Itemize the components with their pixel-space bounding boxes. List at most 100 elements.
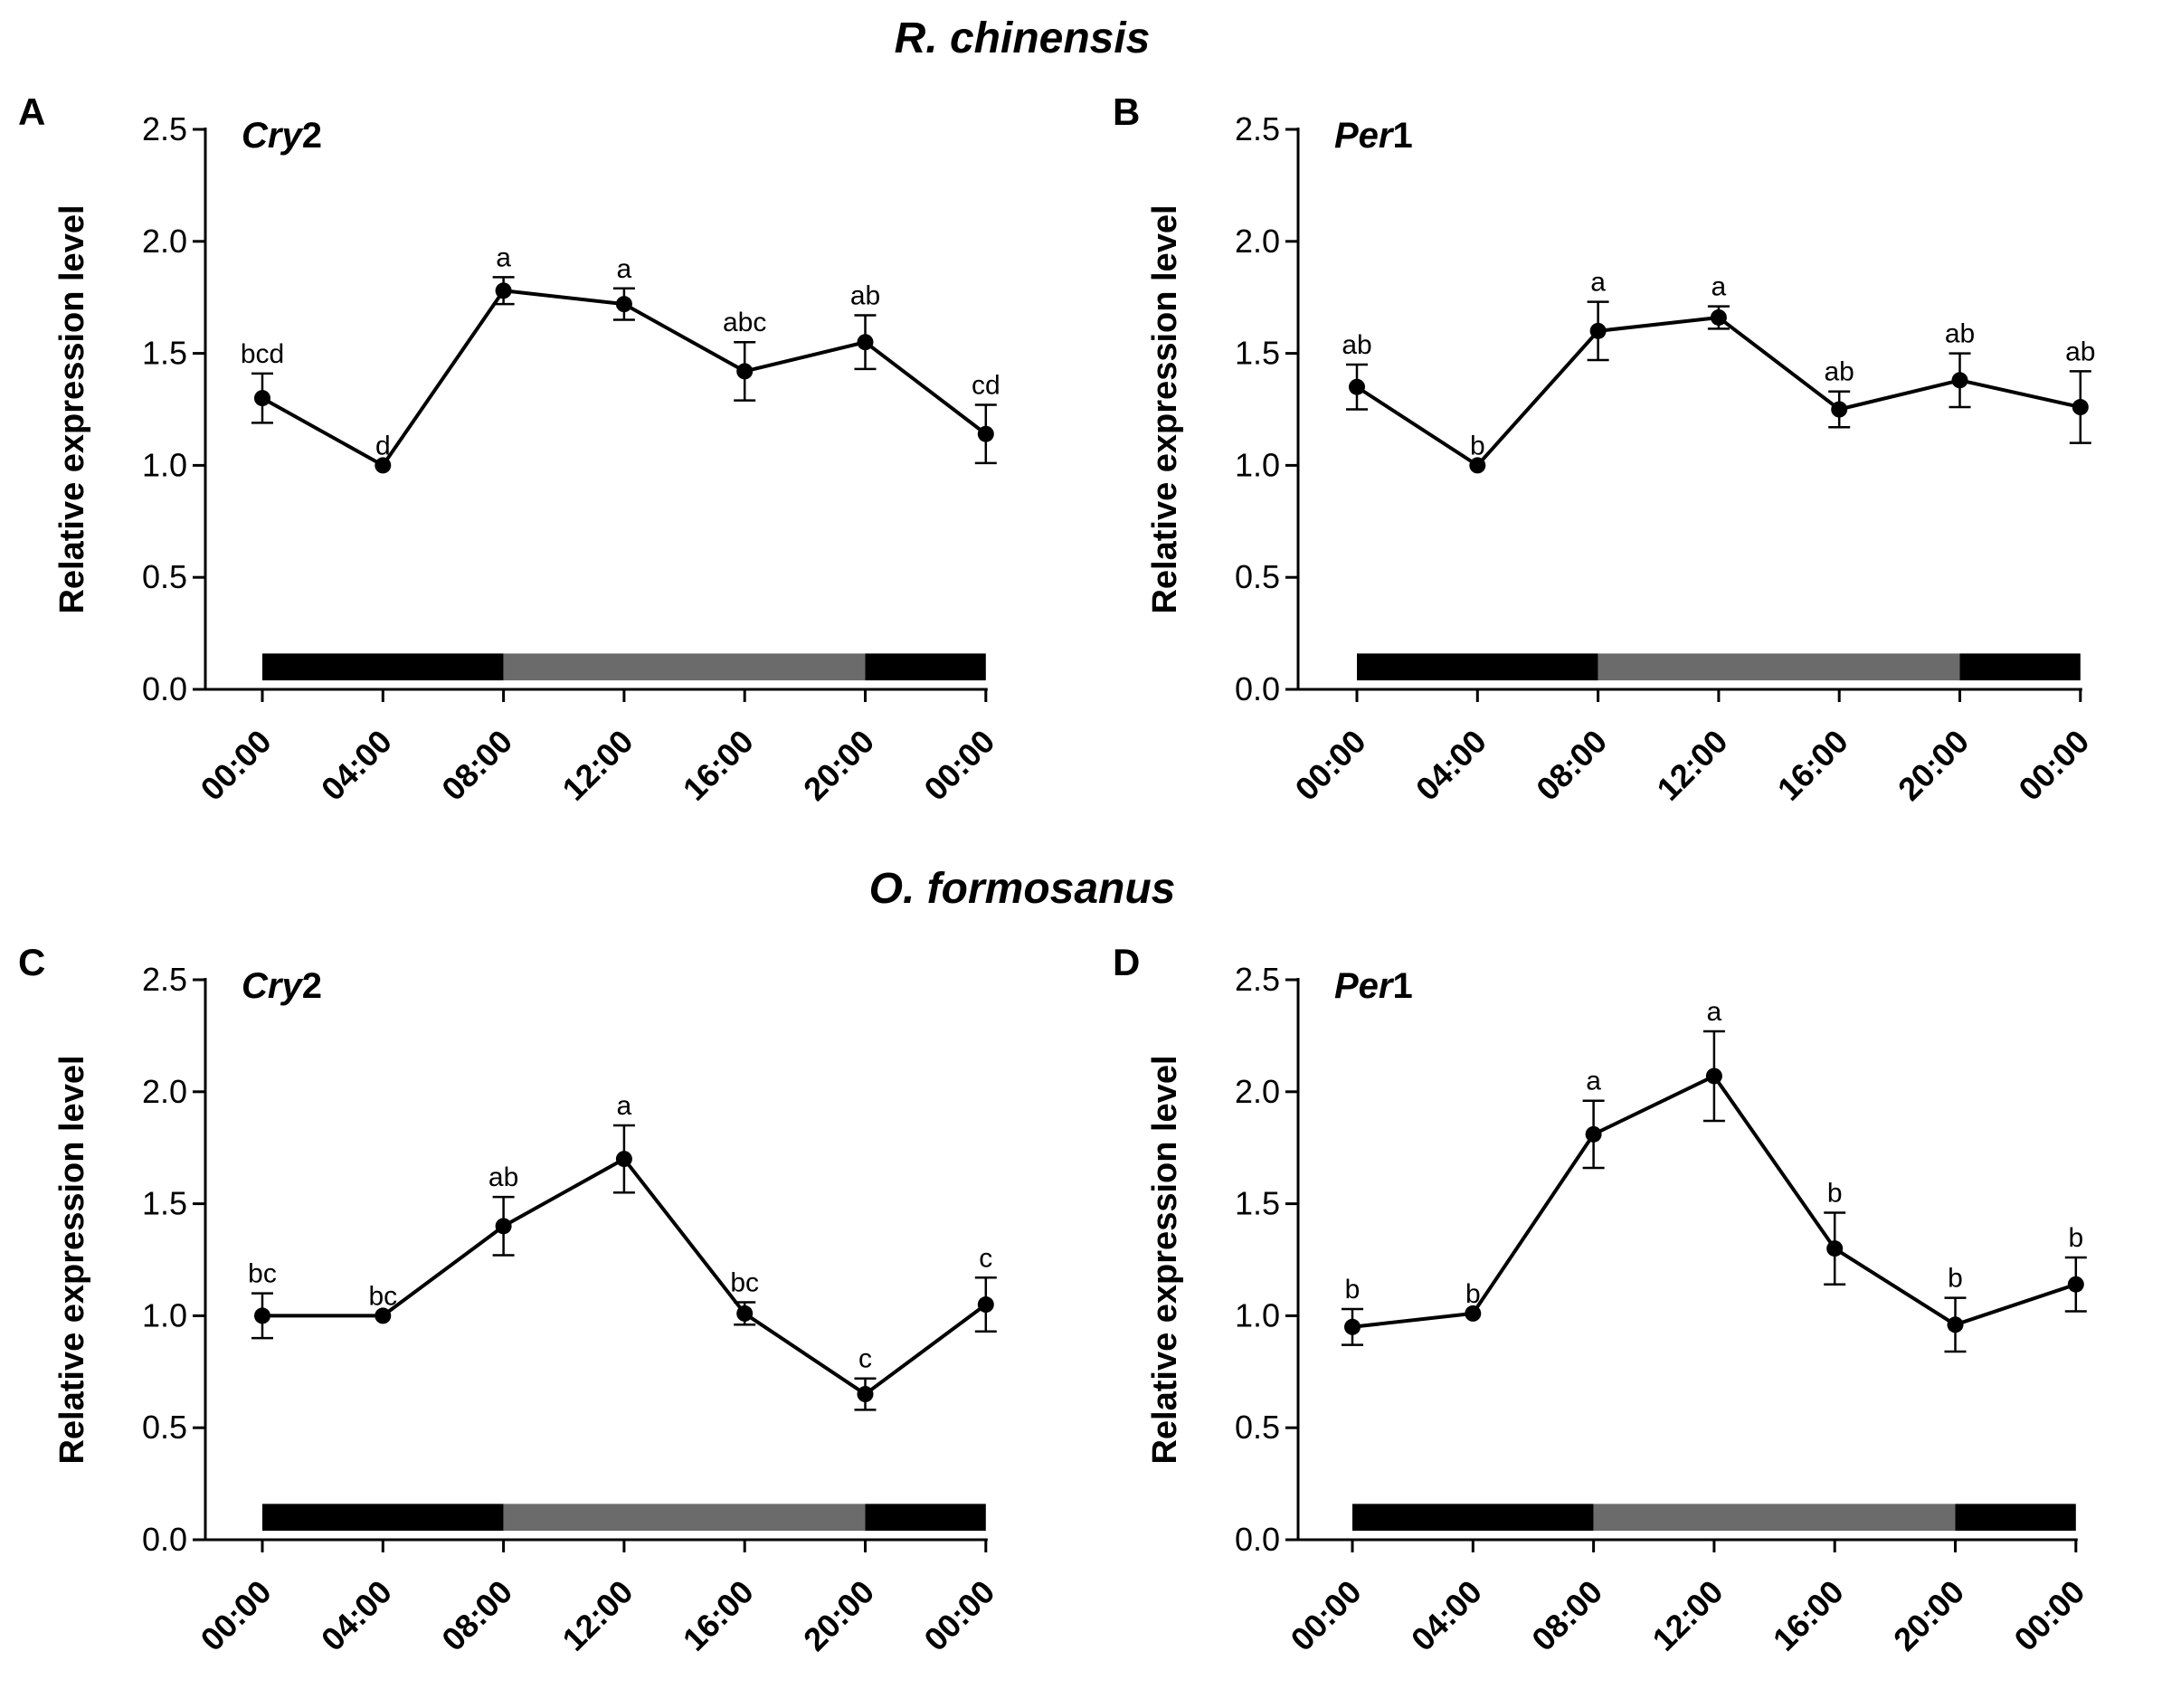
significance-label: ab — [850, 281, 880, 311]
data-point — [495, 282, 512, 299]
significance-label: ab — [1342, 330, 1371, 360]
panel-letter: D — [1113, 941, 1140, 983]
data-point — [1831, 401, 1848, 418]
gene-number: 2 — [302, 966, 322, 1006]
gene-number: 2 — [302, 116, 322, 156]
significance-label: ab — [1825, 357, 1854, 387]
series-line — [262, 1157, 987, 1397]
x-tick-label: 04:00 — [314, 1573, 399, 1658]
x-tick-label: 16:00 — [676, 1573, 761, 1658]
photoperiod-bar-dark — [1959, 653, 2081, 681]
chart-panel-a: A Cry2 Relative expression level 0.0 0.5 1.0 1… — [18, 90, 1001, 808]
x-tick-label: 08:00 — [1524, 1573, 1609, 1658]
y-tick-label: 1.0 — [1235, 446, 1280, 483]
significance-label: b — [2068, 1223, 2083, 1253]
chart-panel-b: B Per1 Relative expression level 0.0 0.5 1.0 1… — [1113, 90, 2096, 808]
x-tick-label: 00:00 — [916, 723, 1001, 808]
significance-label: ab — [2065, 337, 2095, 366]
gene-label: Per1 — [1334, 966, 1413, 1006]
y-axis-label: Relative expression level — [1146, 1055, 1184, 1464]
photoperiod-bar-light — [1598, 653, 1960, 681]
photoperiod-bar-dark — [262, 1504, 504, 1532]
y-tick-label: 1.5 — [142, 1185, 187, 1222]
significance-label: c — [979, 1243, 992, 1273]
gene-number: 1 — [1393, 116, 1413, 156]
x-tick-label: 16:00 — [676, 723, 761, 808]
significance-label: bcd — [241, 339, 284, 369]
x-tick-label: 04:00 — [1404, 1573, 1489, 1658]
data-point — [615, 296, 632, 313]
y-tick-label: 2.0 — [1235, 223, 1280, 260]
y-tick-label: 1.5 — [1235, 335, 1280, 372]
x-tick-label: 04:00 — [314, 723, 399, 808]
data-point — [977, 425, 994, 442]
significance-label: b — [1827, 1179, 1843, 1209]
x-tick-label: 00:00 — [194, 1573, 279, 1658]
y-tick-label: 0.5 — [142, 1409, 187, 1446]
gene-label: Cry2 — [242, 116, 322, 156]
panel-letter: B — [1113, 90, 1140, 133]
x-tick-label: 20:00 — [796, 723, 881, 808]
data-point — [1705, 1068, 1722, 1085]
panel-letter: A — [18, 90, 45, 133]
x-tick-label: 12:00 — [1645, 1573, 1730, 1658]
data-point — [375, 457, 392, 474]
data-point — [495, 1218, 512, 1235]
significance-label: b — [1948, 1264, 1963, 1294]
significance-label: a — [1590, 268, 1606, 298]
significance-label: a — [617, 254, 632, 284]
data-point — [1585, 1125, 1602, 1143]
x-tick-label: 12:00 — [555, 1573, 640, 1658]
x-tick-label: 16:00 — [1770, 723, 1855, 808]
data-point — [1947, 1316, 1964, 1333]
significance-label: ab — [1945, 319, 1975, 349]
data-point — [1344, 1318, 1361, 1335]
x-tick-label: 20:00 — [796, 1573, 881, 1658]
significance-label: b — [1465, 1279, 1481, 1309]
y-tick-label: 2.5 — [142, 110, 187, 147]
data-point — [1469, 457, 1486, 474]
significance-label: c — [858, 1344, 872, 1374]
x-tick-label: 08:00 — [434, 723, 519, 808]
photoperiod-bar-dark — [262, 653, 504, 681]
y-tick-label: 2.0 — [1235, 1073, 1280, 1110]
panel-letter: C — [18, 941, 45, 983]
data-point — [254, 1307, 270, 1324]
significance-label: bc — [248, 1259, 277, 1289]
data-point — [736, 363, 754, 380]
significance-label: a — [496, 242, 511, 272]
data-point — [254, 390, 270, 407]
x-tick-label: 00:00 — [916, 1573, 1001, 1658]
photoperiod-bar-light — [1593, 1504, 1956, 1532]
y-tick-label: 2.5 — [142, 961, 187, 998]
significance-label: bc — [368, 1281, 397, 1311]
y-tick-label: 0.5 — [1235, 1409, 1280, 1446]
x-tick-label: 08:00 — [1529, 723, 1614, 808]
x-tick-label: 00:00 — [1284, 1573, 1369, 1658]
y-axis-label: Relative expression level — [53, 204, 91, 613]
photoperiod-bar-dark — [1357, 653, 1598, 681]
photoperiod-bar-dark — [1955, 1504, 2076, 1532]
significance-label: ab — [488, 1162, 518, 1192]
x-tick-label: 00:00 — [2006, 1573, 2091, 1658]
gene-name-italic: Per — [1334, 966, 1395, 1006]
y-tick-label: 0.0 — [142, 1521, 187, 1558]
y-tick-label: 2.0 — [142, 223, 187, 260]
x-tick-label: 00:00 — [194, 723, 279, 808]
gene-number: 1 — [1393, 966, 1413, 1006]
significance-label: a — [617, 1091, 632, 1121]
x-tick-label: 20:00 — [1891, 723, 1976, 808]
significance-label: a — [1707, 997, 1722, 1027]
gene-name-italic: Per — [1334, 116, 1395, 156]
significance-label: b — [1470, 431, 1485, 460]
y-tick-label: 0.0 — [142, 670, 187, 707]
data-point — [615, 1151, 632, 1168]
data-point — [375, 1307, 392, 1324]
x-tick-label: 16:00 — [1766, 1573, 1851, 1658]
data-point — [736, 1305, 754, 1322]
y-tick-label: 1.0 — [142, 1296, 187, 1333]
x-tick-label: 08:00 — [434, 1573, 519, 1658]
x-tick-label: 12:00 — [1649, 723, 1734, 808]
data-point — [1826, 1240, 1844, 1257]
